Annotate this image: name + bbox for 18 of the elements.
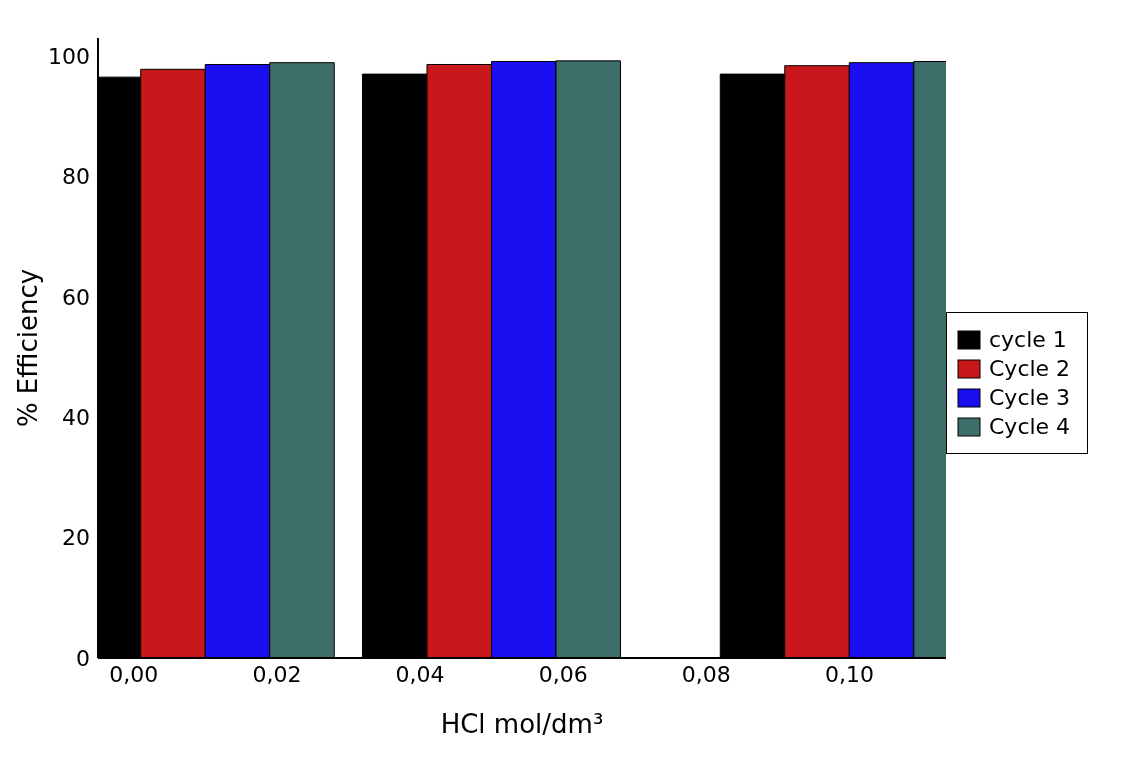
x-tick-label: 0,08 bbox=[681, 661, 731, 687]
y-tick-label: 100 bbox=[48, 43, 90, 69]
y-tick-label: 40 bbox=[62, 405, 90, 431]
y-tick-label: 0 bbox=[76, 645, 90, 671]
y-tick-label: 80 bbox=[62, 164, 90, 190]
x-tick-label: 0,02 bbox=[252, 661, 302, 687]
legend-label: Cycle 3 bbox=[989, 385, 1071, 410]
x-tick-label: 0,04 bbox=[395, 661, 445, 687]
legend-label: cycle 1 bbox=[989, 327, 1067, 352]
legend-label: Cycle 2 bbox=[989, 356, 1071, 381]
x-axis-title: HCl mol/dm³ bbox=[440, 709, 604, 739]
y-axis-title: % Efficiency bbox=[13, 268, 44, 428]
legend-label: Cycle 4 bbox=[989, 414, 1071, 439]
x-tick-label: 0,06 bbox=[538, 661, 588, 687]
y-tick-label: 60 bbox=[62, 284, 90, 310]
y-tick-label: 20 bbox=[62, 525, 90, 551]
x-tick-label: 0,00 bbox=[109, 661, 159, 687]
x-tick-label: 0,10 bbox=[824, 661, 874, 687]
